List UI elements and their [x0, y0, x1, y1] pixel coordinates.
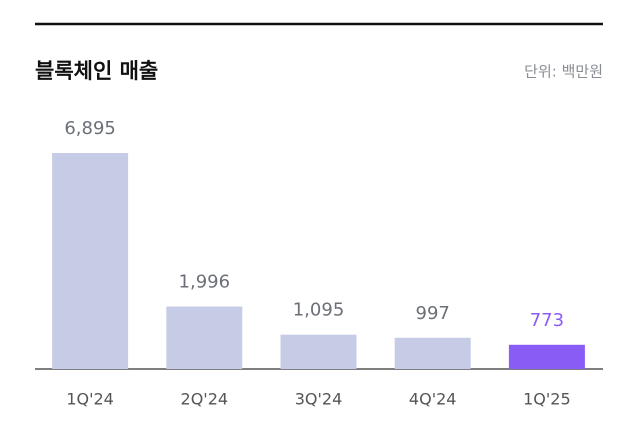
value-label: 6,895 [64, 118, 116, 139]
x-tick-label: 3Q'24 [295, 390, 343, 409]
value-label: 1,996 [179, 271, 231, 292]
chart-title: 블록체인 매출 [35, 59, 158, 83]
bar [280, 334, 357, 369]
unit-label: 단위: 백만원 [524, 63, 603, 81]
x-tick-label: 1Q'24 [66, 390, 114, 409]
x-tick-label: 1Q'25 [523, 390, 571, 409]
value-label: 997 [416, 303, 450, 324]
value-label: 773 [530, 310, 564, 331]
bar [394, 337, 471, 369]
x-tick-label: 2Q'24 [181, 390, 229, 409]
x-tick-label: 4Q'24 [409, 390, 457, 409]
bar [508, 344, 585, 369]
bar [52, 153, 129, 369]
value-label: 1,095 [293, 300, 345, 321]
bar [166, 306, 243, 369]
